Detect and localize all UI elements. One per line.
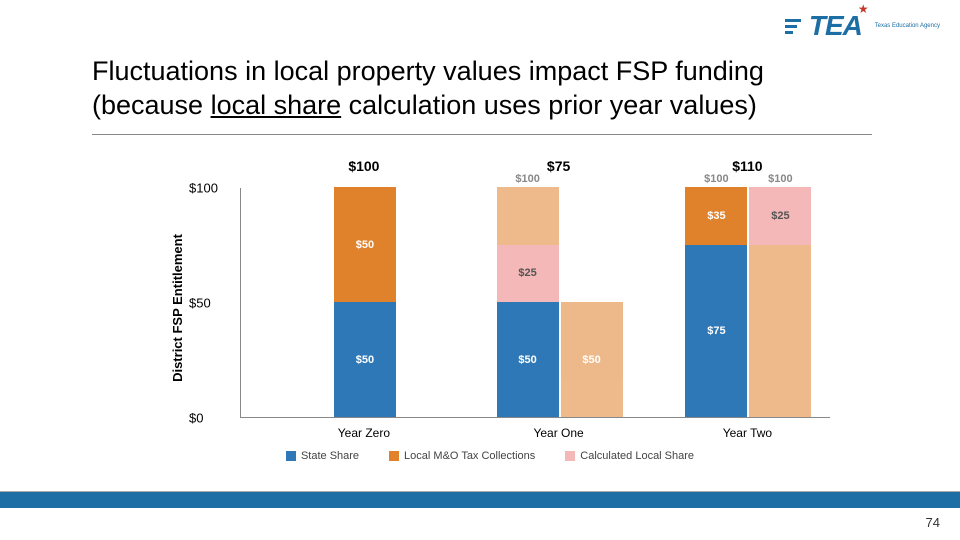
y-tick: $0 [189,411,203,426]
title-line2-pre: (because [92,90,211,120]
bar-group: $50$50 [334,187,396,417]
logo-subtitle: Texas Education Agency [875,23,940,29]
bar-segment [749,245,811,418]
title-line1: Fluctuations in local property values im… [92,56,764,86]
legend-label: State Share [301,450,359,462]
legend-item: Local M&O Tax Collections [389,450,535,462]
legend-label: Calculated Local Share [580,450,694,462]
bar-group: $100$25$50$50 [497,187,623,417]
header-value: $110 [732,158,762,174]
y-axis-label: District FSP Entitlement [170,234,185,382]
bar-segment: $50 [334,187,396,302]
logo-stripes-icon [785,19,801,34]
header-value: $75 [547,158,570,174]
tea-logo: TEA ★ Texas Education Agency [785,10,940,42]
x-category: Year Two [723,426,772,440]
y-tick: $50 [189,296,211,311]
header-value: $100 [348,158,379,174]
chart: District FSP Entitlement $100$75$110 $0$… [150,158,830,468]
logo-text: TEA [809,10,862,42]
bar-segment: $25 [749,187,811,245]
bar-segment [497,187,559,245]
x-category: Year One [533,426,583,440]
bar: $100$25$50 [497,187,559,417]
bar-segment: $50 [561,302,623,417]
legend: State Share Local M&O Tax Collections Calc… [150,450,830,462]
y-tick: $100 [189,181,218,196]
legend-item: State Share [286,450,359,462]
plot-area: $0$50$100$50$50$100$25$50$50$100$35$75$1… [240,188,830,418]
bar-segment: $50 [334,302,396,417]
page-number: 74 [926,515,940,530]
bar: $100$25 [749,187,811,417]
legend-label: Local M&O Tax Collections [404,450,535,462]
bar-top-label: $100 [497,173,559,185]
bar: $50 [561,302,623,417]
title-line2-post: calculation uses prior year values) [341,90,757,120]
bar-top-label: $100 [749,173,811,185]
slide: TEA ★ Texas Education Agency Fluctuation… [0,0,960,540]
bar-segment: $35 [685,187,747,245]
title-divider [92,134,872,135]
bar-group: $100$35$75$100$25 [685,187,811,417]
title-underline: local share [211,90,342,120]
slide-title: Fluctuations in local property values im… [92,55,872,123]
star-icon: ★ [858,2,869,16]
legend-swatch [286,451,296,461]
legend-item: Calculated Local Share [565,450,694,462]
x-category: Year Zero [338,426,390,440]
bar-top-label: $100 [685,173,747,185]
legend-swatch [565,451,575,461]
bar: $100$35$75 [685,187,747,417]
bar-segment: $25 [497,245,559,303]
footer-bar [0,492,960,508]
legend-swatch [389,451,399,461]
bar: $50$50 [334,187,396,417]
bar-segment: $75 [685,245,747,418]
bar-segment: $50 [497,302,559,417]
